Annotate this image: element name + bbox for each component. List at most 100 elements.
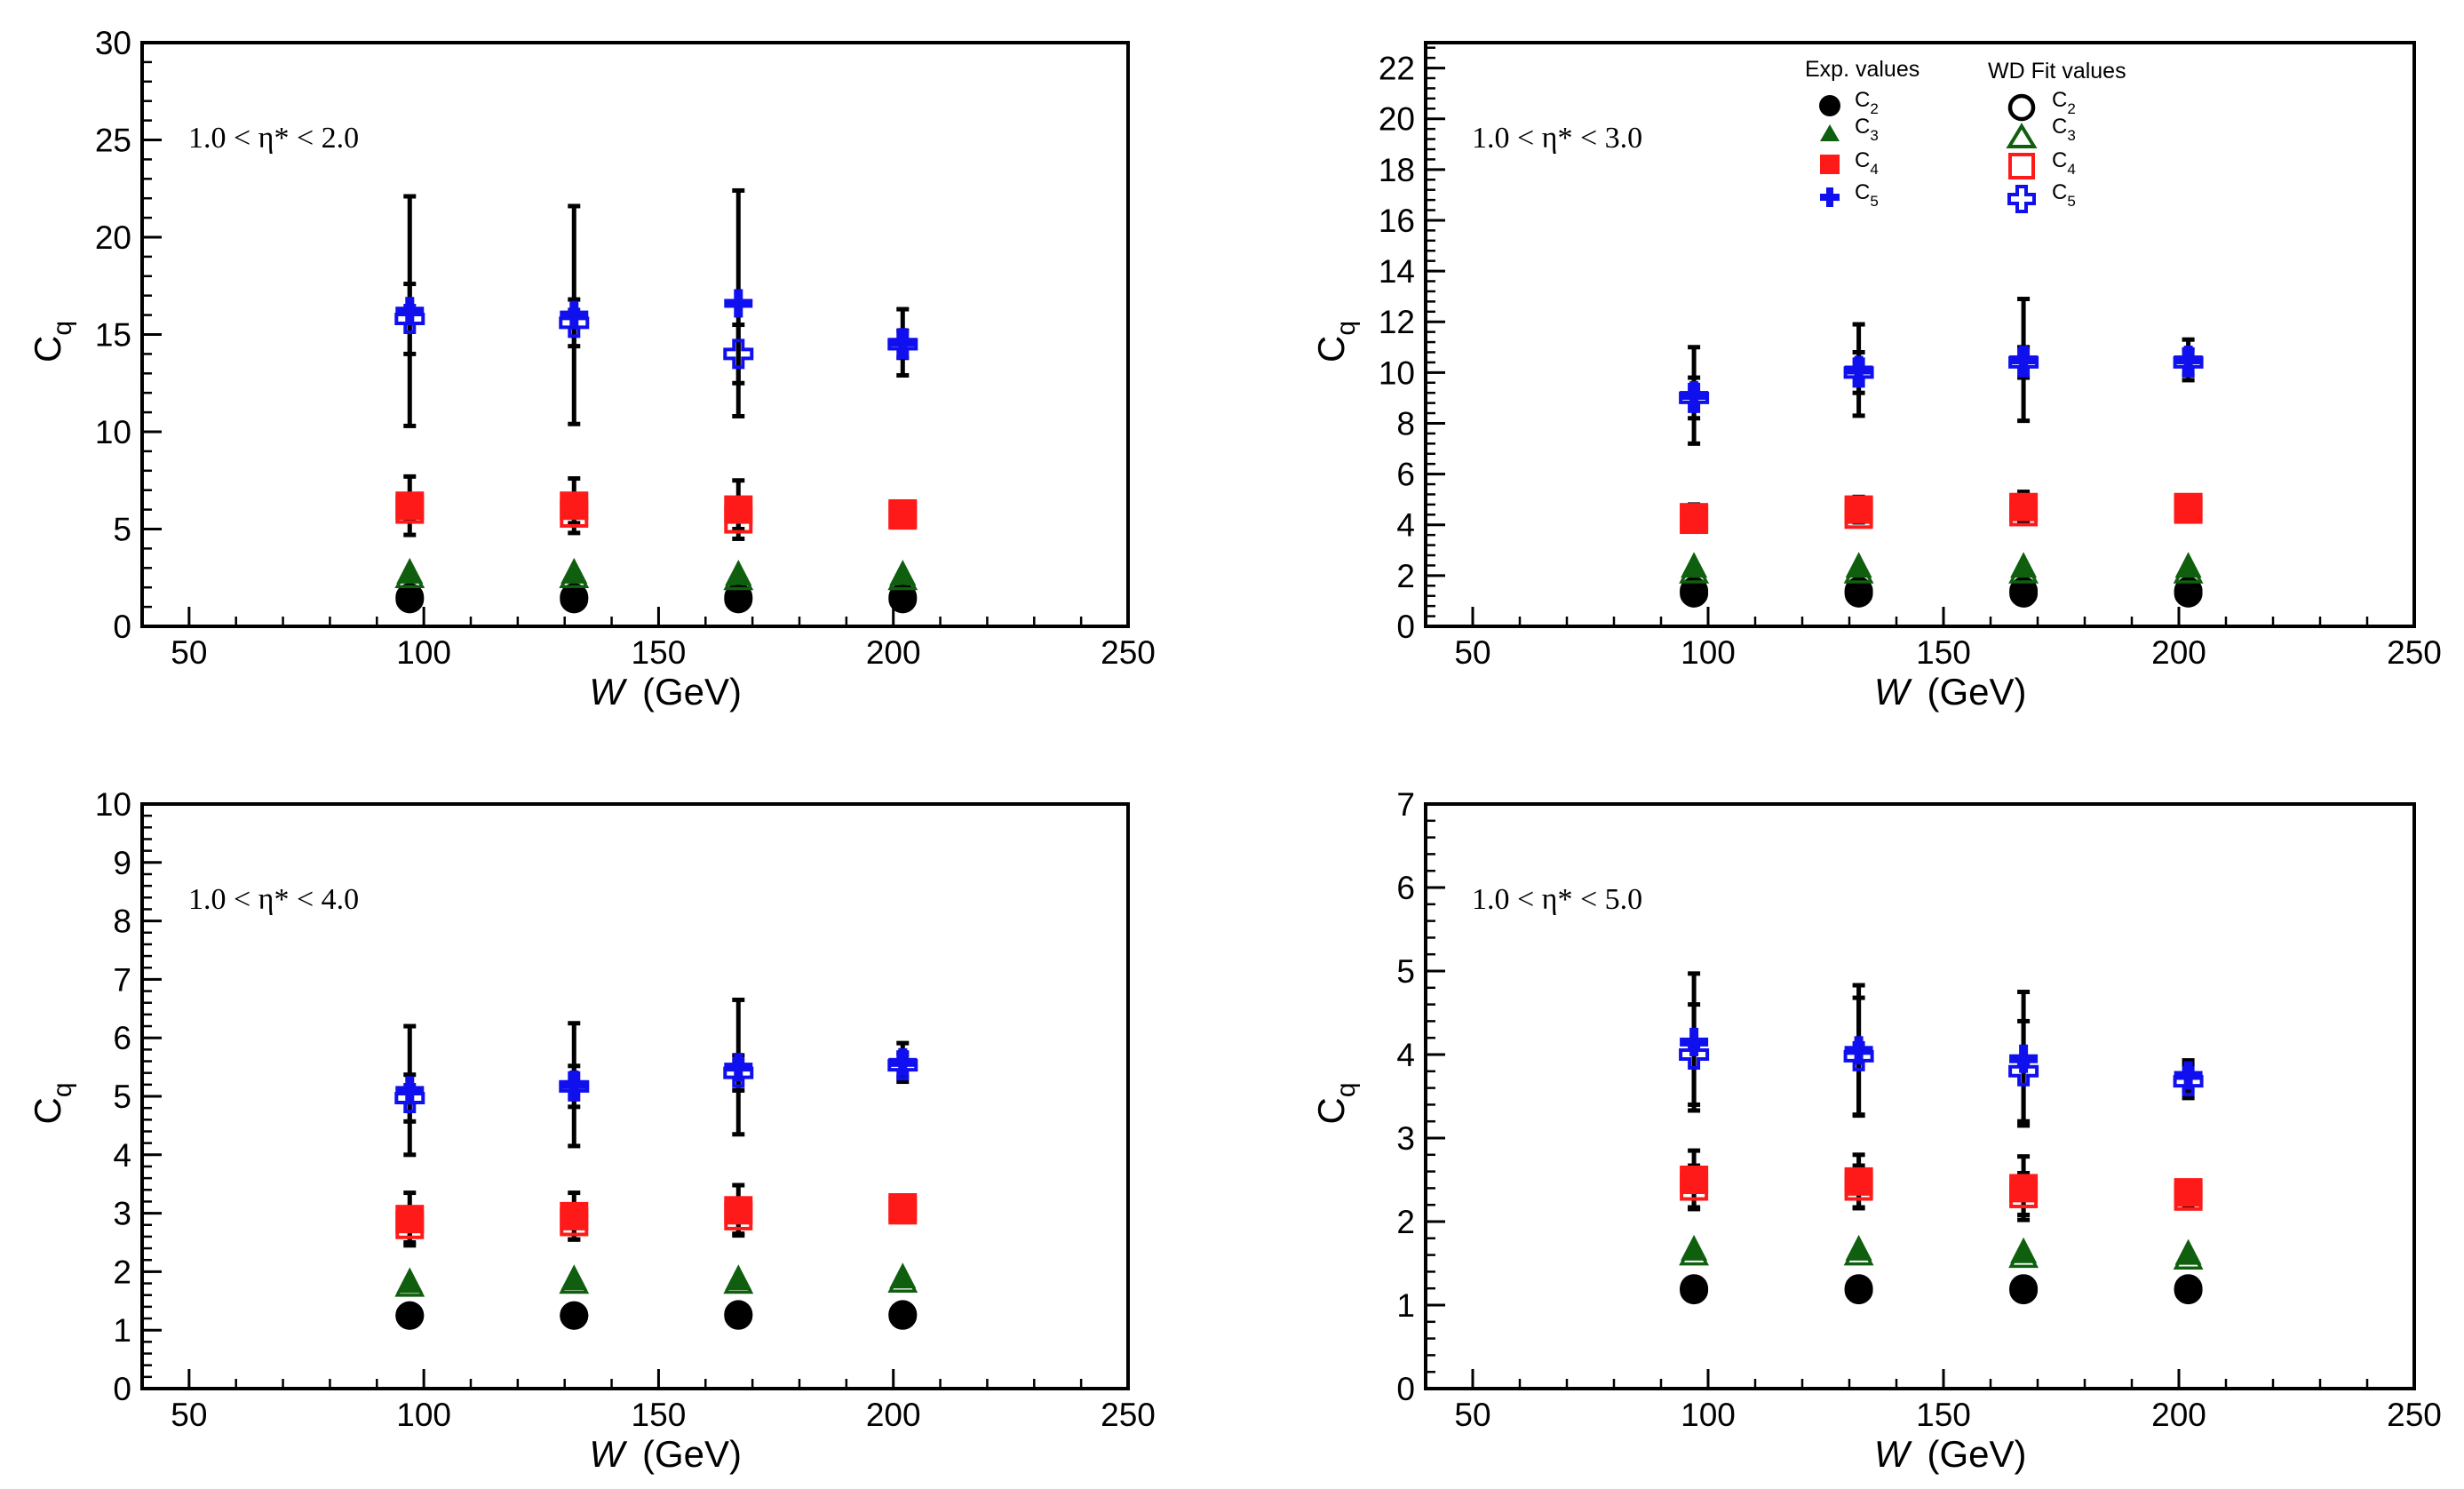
- legend-exp-c2-marker: [1819, 95, 1840, 116]
- y-axis-label: Cq: [27, 321, 77, 362]
- svg-text:C2: C2: [2052, 88, 2076, 117]
- fit-c4-point: [395, 1210, 425, 1239]
- legend-fit-c2-marker: [2007, 93, 2036, 122]
- y-axis-label: Cq: [27, 1082, 77, 1124]
- fit-c3-point: [2173, 1241, 2204, 1270]
- fit-c3-point: [887, 1264, 918, 1293]
- exp-c5-bar-h: [560, 310, 589, 320]
- y-tick-label: 8: [1396, 405, 1415, 442]
- fit-c2-point: [2009, 1276, 2039, 1305]
- fit-c4-point: [724, 505, 753, 534]
- fit-c5-point: [2173, 346, 2204, 378]
- fit-c5-point: [394, 1082, 425, 1113]
- y-tick-label: 22: [1379, 51, 1415, 87]
- legend-fit-c2-label: C: [2052, 88, 2067, 112]
- x-tick-label: 100: [1681, 634, 1736, 671]
- y-tick-label: 7: [1396, 786, 1415, 823]
- y-tick-label: 3: [113, 1196, 131, 1232]
- y-tick-label: 6: [113, 1020, 131, 1056]
- fit-c4-point: [560, 1207, 589, 1237]
- exp-c5-bar-h: [724, 1063, 753, 1072]
- x-tick-label: 150: [1916, 1397, 1971, 1433]
- exp-c5-point: [560, 1070, 589, 1099]
- x-tick-label: 200: [2151, 634, 2206, 671]
- y-axis-label-main: C: [27, 1097, 68, 1124]
- fit-c4-point: [1844, 1172, 1873, 1201]
- fit-c3-point: [1843, 1237, 1874, 1266]
- x-axis-unit: (GeV): [1927, 671, 2027, 713]
- exp-c5-bar-h: [560, 1079, 589, 1089]
- legend-fit-c5-label: C: [2052, 180, 2067, 204]
- panel-1: 50 100 150 200 250 0 5 10 15 20 25 30 W (GeV) Cq 1.0 < …: [27, 25, 1156, 713]
- x-tick-label: 250: [2387, 1397, 2442, 1433]
- exp-c4-point: [1844, 1167, 1873, 1196]
- x-axis-label: W: [1874, 1433, 1912, 1475]
- fit-c5-point: [394, 303, 425, 334]
- x-tick-label: 150: [632, 634, 687, 671]
- legend-exp-c3-marker: [1820, 124, 1840, 141]
- y-tick-label: 8: [113, 904, 131, 940]
- y-tick-label: 4: [1396, 507, 1415, 544]
- exp-c4-point: [724, 495, 753, 524]
- y-axis-label-main: C: [27, 336, 68, 362]
- legend-fit-c2-sub: 2: [2067, 100, 2075, 117]
- x-axis-unit: (GeV): [642, 671, 742, 713]
- x-tick-label: 250: [1101, 1397, 1156, 1433]
- fit-c4-point: [2174, 495, 2203, 524]
- exp-c5-bar-h: [2174, 355, 2203, 365]
- y-axis-label: Cq: [1310, 321, 1361, 362]
- fit-c3-point: [559, 560, 590, 588]
- exp-c5-point: [1844, 1036, 1873, 1065]
- y-tick-label: 12: [1379, 304, 1415, 340]
- y-tick-label: 7: [113, 961, 131, 998]
- fit-c5-point: [559, 1071, 590, 1102]
- legend-exp-c5-label: C: [1855, 180, 1870, 204]
- y-tick-label: 6: [1396, 457, 1415, 493]
- legend-exp-c5-marker: [1820, 187, 1840, 207]
- y-tick-label: 2: [1396, 1204, 1415, 1240]
- fit-c2-point: [395, 1301, 425, 1330]
- exp-c5-point: [1680, 381, 1709, 410]
- x-tick-label: 100: [1681, 1397, 1736, 1433]
- y-axis-label-main: C: [1310, 336, 1352, 362]
- x-axis-label: W: [589, 671, 627, 713]
- plot-frame: [1424, 41, 2416, 628]
- fit-c4-point: [2174, 1182, 2203, 1211]
- x-axis-label: W: [1874, 671, 1912, 713]
- svg-text:C5: C5: [1855, 180, 1879, 210]
- region-label: 1.0 < η* < 2.0: [188, 122, 359, 155]
- fit-c2-point: [888, 1301, 918, 1330]
- y-tick-label: 10: [95, 786, 131, 823]
- exp-c4-point: [1680, 1166, 1709, 1194]
- exp-c5-point: [560, 300, 589, 330]
- y-tick-label: 0: [1396, 1371, 1415, 1407]
- y-tick-label: 5: [113, 512, 131, 548]
- fit-c2-point: [888, 585, 918, 614]
- y-tick-label: 20: [1379, 101, 1415, 138]
- y-tick-label: 0: [1396, 609, 1415, 645]
- exp-c5-point: [724, 289, 753, 318]
- exp-c5-bar-h: [888, 1057, 918, 1067]
- fit-c3-point: [559, 1265, 590, 1294]
- fit-c3-point: [1679, 555, 1710, 584]
- x-tick-label: 50: [171, 1397, 207, 1433]
- fit-c5-point: [2008, 346, 2039, 378]
- legend-fit-c3-sub: 3: [2067, 127, 2075, 144]
- exp-c5-bar-h: [888, 338, 918, 347]
- exp-c4-point: [560, 1201, 589, 1230]
- fit-c4-point: [2009, 498, 2039, 527]
- fit-c2-point: [1844, 1276, 1873, 1305]
- fit-c4-point: [888, 1196, 918, 1225]
- fit-c4-point: [888, 501, 918, 530]
- legend-exp-c2-sub: 2: [1870, 100, 1878, 117]
- fit-c3-point: [1679, 1237, 1710, 1266]
- fit-c5-point: [2008, 1055, 2039, 1087]
- exp-c5-bar-h: [2174, 1071, 2203, 1080]
- legend-fit-c3-marker: [2006, 123, 2038, 148]
- fit-c3-point: [1843, 555, 1874, 584]
- exp-c4-point: [2009, 492, 2039, 522]
- fit-c3-point: [2008, 555, 2039, 584]
- exp-c5-point: [2009, 346, 2039, 375]
- fit-c2-point: [1680, 1276, 1709, 1305]
